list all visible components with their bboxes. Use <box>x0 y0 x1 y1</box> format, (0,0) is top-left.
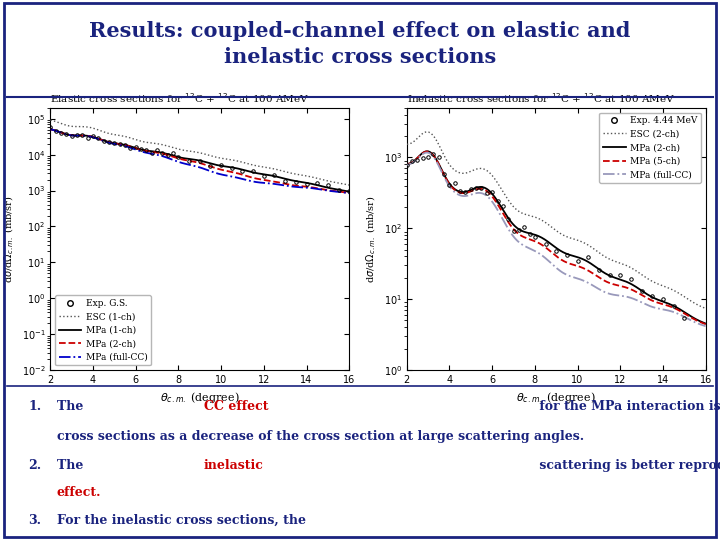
Text: for the MPa interaction is seen in the: for the MPa interaction is seen in the <box>536 401 720 414</box>
Text: 2.: 2. <box>28 459 42 472</box>
Text: 3.: 3. <box>28 514 41 527</box>
Y-axis label: d$\sigma$/d$\Omega_{c.m.}$ (mb/sr): d$\sigma$/d$\Omega_{c.m.}$ (mb/sr) <box>3 195 16 283</box>
Text: Results: coupled-channel effect on elastic and
inelastic cross sections: Results: coupled-channel effect on elast… <box>89 21 631 67</box>
Text: effect.: effect. <box>57 487 101 500</box>
Text: CC effect: CC effect <box>204 401 269 414</box>
Text: The: The <box>57 401 87 414</box>
Legend: Exp. 4.44 MeV, ESC (2-ch), MPa (2-ch), MPa (5-ch), MPa (full-CC): Exp. 4.44 MeV, ESC (2-ch), MPa (2-ch), M… <box>600 112 701 183</box>
Text: inelastic: inelastic <box>204 459 264 472</box>
Legend: Exp. G.S., ESC (1-ch), MPa (1-ch), MPa (2-ch), MPa (full-CC): Exp. G.S., ESC (1-ch), MPa (1-ch), MPa (… <box>55 295 151 366</box>
Text: Elastic cross sections for $^{12}$C + $^{12}$C at 100 AMeV: Elastic cross sections for $^{12}$C + $^… <box>50 91 310 105</box>
X-axis label: $\theta_{c.m.}$ (degree): $\theta_{c.m.}$ (degree) <box>160 390 240 406</box>
Text: The: The <box>57 459 87 472</box>
Text: scattering is better reproduced with the inclusion of the: scattering is better reproduced with the… <box>536 459 720 472</box>
Text: 1.: 1. <box>28 401 42 414</box>
Text: Inelastic cross sections for $^{12}$C + $^{12}$C at 100 AMeV: Inelastic cross sections for $^{12}$C + … <box>407 91 675 105</box>
Text: For the inelastic cross sections, the: For the inelastic cross sections, the <box>57 514 310 527</box>
Text: cross sections as a decrease of the cross section at large scattering angles.: cross sections as a decrease of the cros… <box>57 430 584 443</box>
X-axis label: $\theta_{c.m.}$ (degree): $\theta_{c.m.}$ (degree) <box>516 390 596 406</box>
Y-axis label: d$\sigma$/d$\Omega_{c.m.}$ (mb/sr): d$\sigma$/d$\Omega_{c.m.}$ (mb/sr) <box>364 195 378 283</box>
